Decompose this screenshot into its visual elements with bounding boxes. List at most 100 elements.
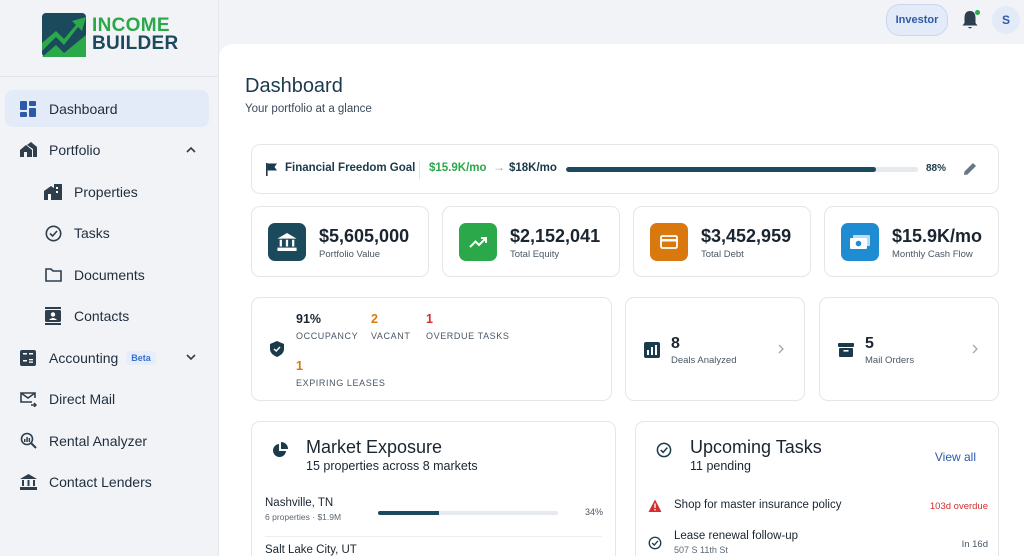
upcoming-tasks-card: Upcoming Tasks 11 pending View all Shop …	[635, 421, 999, 556]
goal-label: Financial Freedom Goal	[285, 162, 416, 174]
sidebar-item-portfolio[interactable]: Portfolio	[5, 132, 209, 169]
sidebar-item-label: Tasks	[74, 225, 110, 241]
chevron-right-icon	[972, 344, 978, 354]
sidebar-item-rental-analyzer[interactable]: Rental Analyzer	[5, 422, 209, 459]
chevron-down-icon[interactable]	[185, 351, 197, 363]
deals-analyzed-card[interactable]: 8 Deals Analyzed	[625, 297, 805, 401]
stat-card-portfolio-value[interactable]: $5,605,000 Portfolio Value	[251, 206, 429, 277]
sidebar-item-label: Accounting	[49, 349, 119, 366]
task-due: 103d overdue	[929, 501, 988, 512]
task-due: In 16d	[961, 539, 988, 550]
sidebar-item-accounting[interactable]: Accounting Beta	[5, 339, 209, 376]
page-subtitle: Your portfolio at a glance	[245, 103, 372, 115]
view-all-link[interactable]: View all	[934, 450, 976, 464]
notification-dot	[975, 10, 980, 15]
stat-value: $15.9K/mo	[892, 226, 983, 246]
occupancy-card: 91% OCCUPANCY 2 VACANT 1 OVERDUE TASKS 1…	[251, 297, 612, 401]
goal-arrow: →	[493, 160, 505, 174]
mail-orders-label: Mail Orders	[865, 355, 915, 366]
avatar[interactable]: S	[992, 6, 1020, 34]
goal-progress-fill	[566, 167, 876, 172]
sidebar-item-label: Contacts	[74, 308, 130, 324]
sidebar-item-dashboard[interactable]: Dashboard	[5, 90, 209, 127]
financial-goal-card: Financial Freedom Goal $15.9K/mo → $18K/…	[251, 144, 999, 194]
market-exposure-title: Market Exposure	[306, 437, 443, 457]
brand-logo[interactable]: INCOME BUILDER	[42, 13, 179, 57]
goal-separator	[419, 161, 420, 179]
stat-label: Portfolio Value	[319, 249, 381, 260]
sidebar-item-direct-mail[interactable]: Direct Mail	[5, 381, 209, 418]
expiring-leases-label: EXPIRING LEASES	[296, 378, 386, 388]
sidebar-item-label: Portfolio	[49, 142, 101, 158]
brand-line2: BUILDER	[92, 33, 179, 54]
upcoming-tasks-subtitle: 11 pending	[690, 459, 751, 473]
sidebar-item-contact-lenders[interactable]: Contact Lenders	[5, 464, 209, 501]
credit-card-icon	[650, 223, 688, 261]
task-title: Shop for master insurance policy	[674, 499, 842, 511]
goal-percent: 88%	[926, 163, 947, 174]
market-row[interactable]: Nashville, TN 6 properties · $1.9M 34%	[265, 497, 603, 522]
pencil-icon[interactable]	[962, 161, 978, 177]
folder-icon	[44, 266, 62, 284]
building-icon	[44, 183, 62, 201]
shield-icon	[270, 341, 284, 357]
sidebar-nav: Dashboard Portfolio Properties Tasks	[5, 90, 209, 505]
mail-orders-card[interactable]: 5 Mail Orders	[819, 297, 999, 401]
task-row[interactable]: Lease renewal follow-up 507 S 11th St In…	[648, 530, 988, 556]
sidebar-item-contacts[interactable]: Contacts	[5, 298, 209, 335]
houses-icon	[19, 141, 37, 159]
task-row[interactable]: Shop for master insurance policy 103d ov…	[648, 498, 988, 518]
stat-card-total-debt[interactable]: $3,452,959 Total Debt	[633, 206, 811, 277]
stat-label: Total Debt	[701, 249, 744, 260]
vacant-value: 2	[371, 312, 378, 326]
stat-card-total-equity[interactable]: $2,152,041 Total Equity	[442, 206, 620, 277]
sidebar-item-label: Rental Analyzer	[49, 432, 148, 449]
sidebar: INCOME BUILDER Dashboard Portfolio Prope…	[0, 0, 219, 556]
stat-value: $3,452,959	[701, 226, 792, 246]
sidebar-item-label: Contact Lenders	[49, 474, 152, 490]
sidebar-item-properties[interactable]: Properties	[5, 173, 209, 210]
occupancy-value: 91%	[296, 312, 322, 326]
role-switch-button[interactable]: Investor	[886, 4, 948, 36]
deals-analyzed-value: 8	[671, 335, 680, 352]
check-circle-icon	[648, 536, 662, 550]
expiring-leases-value: 1	[296, 359, 303, 373]
overdue-tasks-label: OVERDUE TASKS	[426, 331, 510, 341]
goal-target-value: $18K/mo	[509, 162, 557, 174]
sidebar-item-tasks[interactable]: Tasks	[5, 215, 209, 252]
calculator-icon	[19, 349, 37, 367]
trending-up-icon	[459, 223, 497, 261]
market-share-bar	[378, 511, 558, 515]
stat-card-monthly-cash-flow[interactable]: $15.9K/mo Monthly Cash Flow	[824, 206, 999, 277]
check-circle-icon	[656, 442, 672, 458]
stat-value: $2,152,041	[510, 226, 601, 246]
overdue-tasks-value: 1	[426, 312, 433, 326]
sidebar-divider	[0, 76, 218, 77]
bell-icon[interactable]	[961, 10, 979, 30]
market-divider	[265, 536, 602, 537]
market-name: Salt Lake City, UT	[265, 544, 357, 556]
sidebar-item-label: Properties	[74, 183, 138, 200]
market-exposure-card: Market Exposure 15 properties across 8 m…	[251, 421, 616, 556]
sidebar-item-label: Dashboard	[49, 100, 118, 117]
bank-icon	[268, 223, 306, 261]
sidebar-item-documents[interactable]: Documents	[5, 256, 209, 293]
main-content: Dashboard Your portfolio at a glance Fin…	[219, 44, 1024, 556]
occupancy-label: OCCUPANCY	[296, 331, 359, 341]
pie-chart-icon	[273, 442, 288, 457]
beta-badge: Beta	[126, 350, 156, 365]
bank-icon	[19, 473, 37, 491]
vacant-label: VACANT	[371, 331, 411, 341]
chevron-up-icon[interactable]	[185, 144, 197, 156]
archive-icon	[838, 343, 854, 357]
check-circle-icon	[44, 224, 62, 242]
flag-icon	[266, 163, 277, 176]
logo-mark-icon	[42, 13, 86, 57]
search-analytics-icon	[19, 432, 37, 450]
task-title: Lease renewal follow-up	[674, 530, 799, 542]
mail-orders-value: 5	[865, 335, 874, 352]
market-name: Nashville, TN	[265, 497, 334, 509]
sidebar-item-label: Direct Mail	[49, 391, 116, 407]
market-row[interactable]: Salt Lake City, UT	[265, 544, 603, 556]
page-title: Dashboard	[245, 75, 343, 97]
